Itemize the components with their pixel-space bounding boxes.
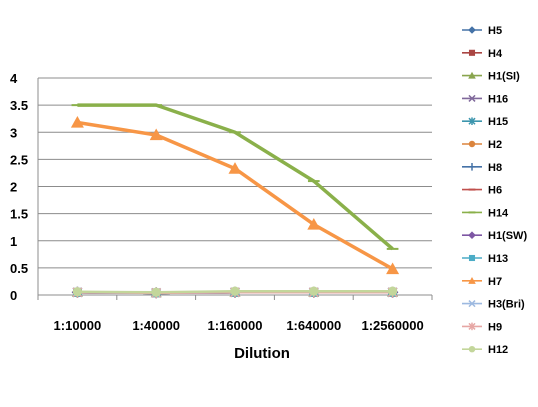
series-h12 <box>72 286 398 297</box>
legend-marker <box>468 163 476 171</box>
legend-marker <box>468 300 476 308</box>
legend-label: H1(SW) <box>488 230 527 242</box>
legend-item: H4 <box>462 48 503 60</box>
legend-label: H16 <box>488 93 508 105</box>
x-tick-label: 1:40000 <box>132 318 180 333</box>
legend-item: H2 <box>462 139 502 151</box>
series-line <box>77 120 394 271</box>
legend-label: H13 <box>488 253 508 265</box>
data-point <box>230 286 240 296</box>
legend-item: H3(Bri) <box>462 299 525 311</box>
legend-label: H6 <box>488 185 502 197</box>
x-tick-label: 1:10000 <box>54 318 102 333</box>
legend-marker <box>468 140 476 148</box>
legend-label: H14 <box>488 207 509 219</box>
series-h7 <box>70 115 400 275</box>
legend-marker <box>468 277 476 284</box>
y-tick-label: 3.5 <box>10 98 28 113</box>
y-tick-label: 2.5 <box>10 152 28 167</box>
data-point <box>72 287 83 297</box>
x-tick-label: 1:640000 <box>286 318 341 333</box>
legend-marker <box>468 49 476 56</box>
legend-item: H5 <box>462 25 502 37</box>
data-point <box>309 286 319 296</box>
legend-item: H1(SI) <box>462 71 520 83</box>
legend-item: H6 <box>462 185 502 197</box>
data-point <box>228 162 242 174</box>
series-lines <box>70 103 400 299</box>
legend-label: H15 <box>488 116 508 128</box>
y-tick-label: 3 <box>10 125 17 140</box>
y-tick-label: 4 <box>10 71 18 86</box>
legend-marker <box>468 322 476 331</box>
x-axis-title: Dilution <box>234 345 290 362</box>
axes: 0 0.5 1 1.5 2 2.5 3 3.5 4 1:10000 1:40000 1:160000 1… <box>10 71 433 333</box>
legend-label: H3(Bri) <box>488 299 525 311</box>
legend-marker <box>468 254 476 262</box>
data-point <box>307 217 321 230</box>
legend-item: H14 <box>462 207 509 219</box>
data-point <box>386 262 400 275</box>
legend-item: H7 <box>462 276 502 288</box>
legend-label: H1(SI) <box>488 71 520 83</box>
y-tick-label: 1.5 <box>10 207 28 222</box>
legend-label: H8 <box>488 162 502 174</box>
legend-marker <box>468 117 476 125</box>
legend-marker <box>468 94 476 102</box>
data-point <box>387 286 398 296</box>
legend-item: H1(SW) <box>462 230 527 242</box>
legend-item: H15 <box>462 116 508 128</box>
series-line <box>77 103 394 251</box>
legend-marker <box>468 26 476 34</box>
legend-item: H13 <box>462 253 508 265</box>
series-h14 <box>71 103 399 251</box>
legend-item: H16 <box>462 93 508 105</box>
legend-item: H9 <box>462 321 502 333</box>
legend-label: H7 <box>488 276 502 288</box>
y-tick-label: 2 <box>10 180 17 195</box>
legend-label: H5 <box>488 25 502 37</box>
y-tick-label: 0.5 <box>10 261 28 276</box>
legend-label: H9 <box>488 321 502 333</box>
x-tick-label: 1:160000 <box>208 318 263 333</box>
legend-label: H2 <box>488 139 502 151</box>
data-point <box>70 115 84 128</box>
legend: H5 H4 H1(SI) H16 H15 H2 H8 H6 H14 H1(SW) H13 H7 H3(B… <box>462 25 527 356</box>
y-tick-label: 1 <box>10 234 17 249</box>
legend-item: H8 <box>462 162 502 174</box>
legend-label: H12 <box>488 344 508 356</box>
legend-label: H4 <box>488 48 503 60</box>
data-point <box>149 128 163 141</box>
legend-marker <box>468 231 476 239</box>
legend-marker <box>468 71 476 79</box>
data-point <box>151 287 161 297</box>
x-tick-label: 1:2560000 <box>362 318 424 333</box>
y-tick-label: 0 <box>10 288 17 303</box>
legend-marker <box>468 345 476 353</box>
legend-item: H12 <box>462 344 508 356</box>
